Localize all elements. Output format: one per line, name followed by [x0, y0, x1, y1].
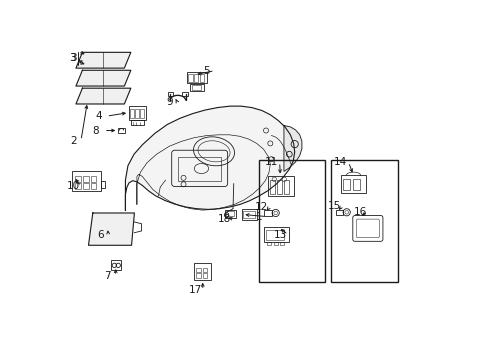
- Bar: [196, 273, 201, 278]
- Bar: [101, 181, 105, 188]
- Bar: [196, 267, 201, 272]
- Bar: [75, 176, 81, 182]
- Bar: [167, 93, 173, 96]
- Text: 2: 2: [70, 136, 76, 145]
- Text: 11: 11: [264, 157, 278, 167]
- Bar: [280, 242, 284, 245]
- Bar: [82, 183, 88, 189]
- Bar: [266, 230, 284, 239]
- Bar: [264, 210, 271, 216]
- Bar: [118, 129, 124, 133]
- Text: 7: 7: [104, 271, 111, 281]
- Bar: [90, 183, 96, 189]
- Text: 5: 5: [203, 66, 210, 76]
- Bar: [266, 242, 271, 245]
- Bar: [273, 242, 277, 245]
- Bar: [241, 209, 256, 220]
- Bar: [75, 183, 81, 189]
- Bar: [131, 121, 143, 125]
- Bar: [330, 160, 397, 282]
- Text: 15: 15: [327, 201, 340, 211]
- Bar: [284, 180, 289, 194]
- Text: 3: 3: [69, 53, 76, 63]
- Text: 9: 9: [165, 97, 172, 107]
- Bar: [264, 227, 288, 242]
- Polygon shape: [76, 52, 131, 68]
- Text: 1: 1: [255, 212, 262, 221]
- Bar: [188, 74, 192, 82]
- Bar: [343, 179, 349, 190]
- Polygon shape: [76, 70, 131, 86]
- Bar: [267, 176, 293, 196]
- Text: 4: 4: [95, 111, 102, 121]
- Bar: [202, 267, 207, 272]
- Bar: [269, 180, 274, 194]
- Bar: [178, 157, 221, 181]
- Text: 3: 3: [70, 53, 76, 63]
- Polygon shape: [88, 213, 134, 245]
- Text: 14: 14: [333, 157, 346, 167]
- Bar: [243, 211, 254, 219]
- Bar: [199, 74, 203, 82]
- Text: 17: 17: [188, 285, 201, 296]
- Bar: [335, 210, 343, 215]
- Text: 18: 18: [218, 214, 231, 224]
- Bar: [202, 273, 207, 278]
- Polygon shape: [284, 126, 301, 171]
- Bar: [140, 109, 143, 118]
- Bar: [82, 176, 88, 182]
- Bar: [130, 109, 133, 118]
- Text: 13: 13: [273, 230, 286, 239]
- Bar: [352, 179, 360, 190]
- Bar: [182, 93, 187, 96]
- Bar: [111, 260, 121, 270]
- Bar: [135, 109, 139, 118]
- Bar: [193, 263, 210, 280]
- Polygon shape: [125, 106, 294, 211]
- Bar: [93, 218, 126, 242]
- Bar: [90, 176, 96, 182]
- Bar: [277, 180, 282, 194]
- Text: 8: 8: [93, 126, 99, 135]
- Text: 12: 12: [255, 202, 268, 212]
- Bar: [129, 106, 146, 120]
- Polygon shape: [76, 88, 131, 104]
- Text: 10: 10: [66, 181, 80, 192]
- Bar: [226, 211, 234, 216]
- Bar: [190, 84, 203, 91]
- Bar: [340, 175, 366, 193]
- Bar: [72, 171, 101, 192]
- Bar: [194, 74, 198, 82]
- Bar: [224, 210, 235, 218]
- Text: 6: 6: [97, 230, 103, 239]
- Bar: [192, 85, 201, 90]
- Text: 16: 16: [353, 207, 366, 217]
- Bar: [258, 160, 325, 282]
- Bar: [187, 72, 206, 83]
